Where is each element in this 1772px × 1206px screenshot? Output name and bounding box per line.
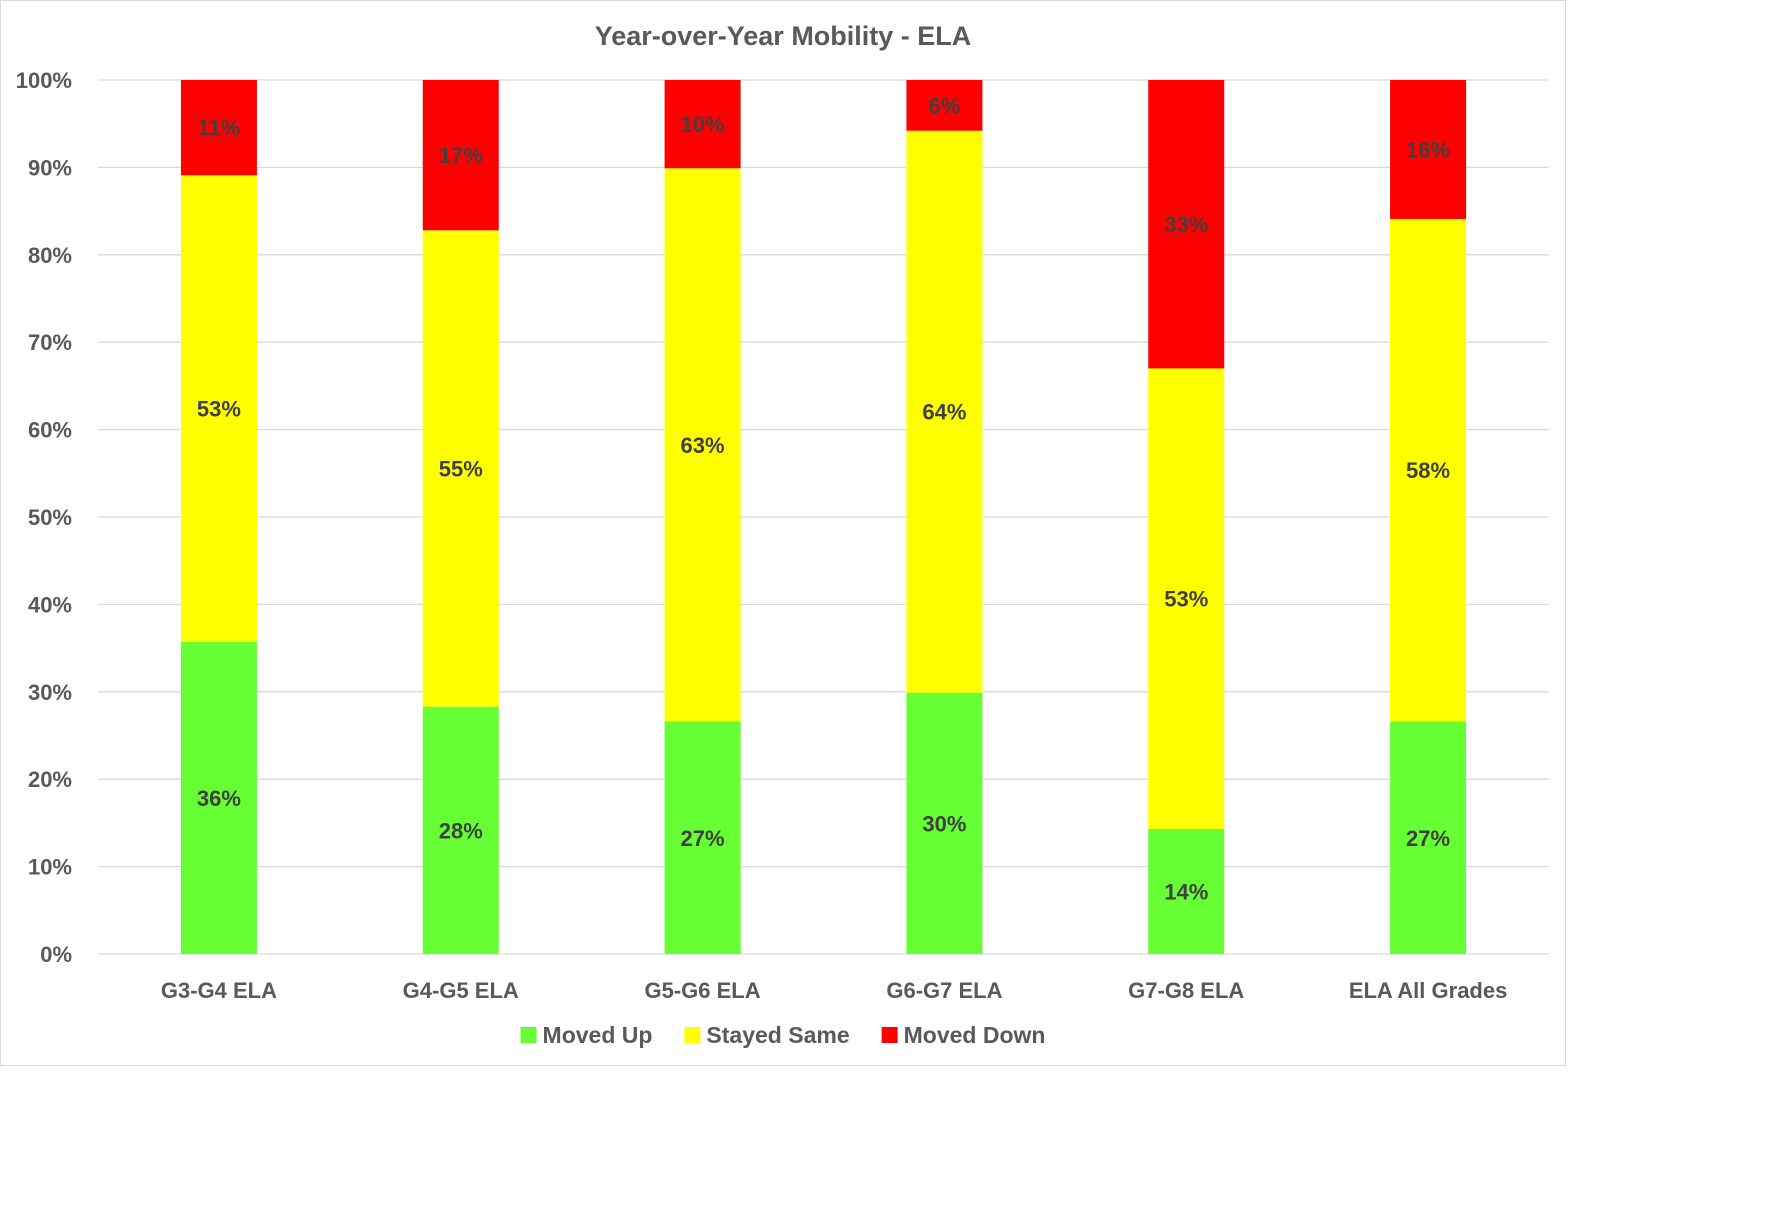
bar-segment: [422, 230, 499, 707]
data-labels: 36% 53% 11% 28% 55% 17% 27% 63% 10% 30% 64% 6% 14% 53…: [197, 93, 1450, 904]
data-label: 6%: [929, 93, 961, 118]
data-label: 58%: [1406, 458, 1450, 483]
bar-segment: [1148, 80, 1225, 369]
data-label: 53%: [197, 397, 241, 422]
data-label: 30%: [922, 811, 966, 836]
data-label: 27%: [1406, 826, 1450, 851]
x-tick-label: G6-G7 ELA: [886, 978, 1002, 1003]
y-tick-label: 80%: [28, 243, 72, 268]
x-axis-tick-labels: G3-G4 ELA G4-G5 ELA G5-G6 ELA G6-G7 ELA G7-G…: [161, 978, 1508, 1003]
data-label: 14%: [1164, 880, 1208, 905]
legend-swatch: [520, 1027, 537, 1043]
x-tick-label: G7-G8 ELA: [1128, 978, 1244, 1003]
bar-segment: [906, 80, 983, 131]
bar-segment: [906, 130, 983, 693]
data-label: 28%: [439, 818, 483, 843]
bar-segment: [664, 80, 741, 169]
data-label: 55%: [439, 456, 483, 481]
y-tick-label: 10%: [28, 855, 72, 880]
bar-segment: [180, 80, 257, 176]
data-label: 17%: [439, 143, 483, 168]
bar-segment: [1148, 829, 1225, 954]
data-label: 33%: [1164, 212, 1208, 237]
data-label: 64%: [922, 400, 966, 425]
data-label: 53%: [1164, 587, 1208, 612]
data-label: 27%: [681, 826, 725, 851]
x-tick-label: G4-G5 ELA: [403, 978, 519, 1003]
bar-segment: [1390, 218, 1467, 722]
data-label: 63%: [681, 433, 725, 458]
legend-swatch: [684, 1027, 701, 1043]
y-tick-label: 70%: [28, 330, 72, 355]
y-tick-label: 30%: [28, 680, 72, 705]
bar-segment: [422, 706, 499, 954]
bar-segment: [1390, 721, 1467, 954]
y-axis-tick-labels: 0% 10% 20% 30% 40% 50% 60% 70% 80% 90% 100%: [16, 68, 72, 967]
x-tick-label: G5-G6 ELA: [645, 978, 761, 1003]
bars: [180, 80, 1467, 954]
y-tick-label: 100%: [16, 68, 72, 93]
y-tick-label: 60%: [28, 418, 72, 443]
chart-svg: Year-over-Year Mobility - ELA 0% 10% 20% 30…: [16, 21, 1549, 1048]
legend-label: Stayed Same: [706, 1022, 849, 1048]
x-tick-label: ELA All Grades: [1349, 978, 1508, 1003]
data-label: 16%: [1406, 137, 1450, 162]
legend-label: Moved Up: [543, 1022, 653, 1048]
chart-frame: Year-over-Year Mobility - ELA 0% 10% 20% 30…: [0, 0, 1566, 1066]
gridlines: [98, 79, 1549, 955]
bar-segment: [1148, 368, 1225, 830]
chart-title: Year-over-Year Mobility - ELA: [595, 21, 972, 51]
bar-segment: [664, 168, 741, 722]
bar-segment: [180, 175, 257, 642]
data-label: 11%: [198, 116, 241, 141]
y-tick-label: 50%: [28, 505, 72, 530]
x-tick-label: G3-G4 ELA: [161, 978, 277, 1003]
y-tick-label: 20%: [28, 767, 72, 792]
bar-segment: [906, 692, 983, 954]
legend: Moved Up Stayed Same Moved Down: [520, 1022, 1046, 1048]
bar-segment: [664, 721, 741, 954]
data-label: 36%: [197, 786, 241, 811]
legend-swatch: [881, 1027, 898, 1043]
bar-segment: [422, 80, 499, 231]
data-label: 10%: [681, 112, 725, 137]
y-tick-label: 40%: [28, 592, 72, 617]
y-tick-label: 0%: [40, 942, 72, 967]
y-tick-label: 90%: [28, 155, 72, 180]
bar-segment: [1390, 80, 1467, 219]
bar-segment: [180, 641, 257, 954]
legend-label: Moved Down: [904, 1022, 1046, 1048]
